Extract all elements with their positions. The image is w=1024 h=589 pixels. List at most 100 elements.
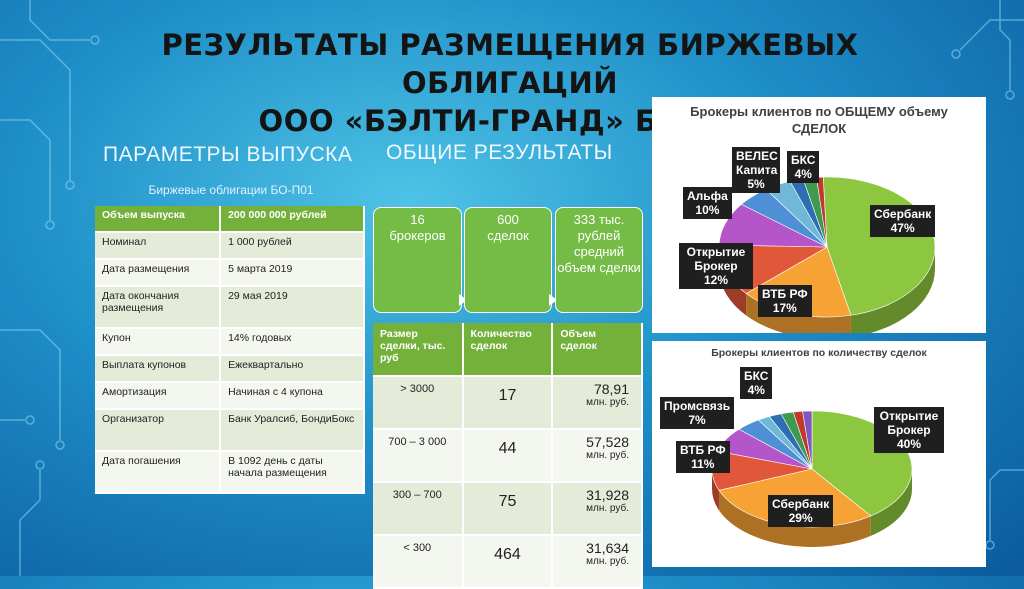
params-row: Дата размещения 5 марта 2019 — [95, 259, 365, 287]
deal-count: 17 — [462, 376, 554, 430]
deals-header-count: Количество сделок — [462, 323, 554, 377]
pie-slice-side — [850, 247, 935, 333]
result-box-text: сделок — [487, 228, 529, 243]
deals-row: > 3000 17 78,91 млн. руб. — [373, 376, 643, 430]
param-name: Дата размещения — [95, 259, 222, 287]
deal-volume-value: 31,634 — [586, 540, 629, 556]
deal-volume-value: 57,528 — [586, 434, 629, 450]
title-line-1: РЕЗУЛЬТАТЫ РАЗМЕЩЕНИЯ БИРЖЕВЫХ ОБЛИГАЦИЙ — [161, 28, 859, 100]
param-value: 29 мая 2019 — [220, 286, 365, 329]
deals-header-size: Размер сделки, тыс. руб — [373, 323, 464, 377]
deals-row: 700 – 3 000 44 57,528 млн. руб. — [373, 429, 643, 483]
params-table: Объем выпуска 200 000 000 рублей Номинал 1 … — [95, 206, 365, 494]
pie-label-name: Альфа — [687, 189, 728, 203]
pie-slice-side — [712, 469, 720, 511]
deal-count: 464 — [462, 535, 554, 589]
pie-label-percent: 17% — [772, 301, 797, 315]
deal-size: < 300 — [373, 535, 464, 589]
params-row: Объем выпуска 200 000 000 рублей — [95, 206, 365, 233]
arrow-icon — [459, 294, 467, 306]
pie-slice-side — [719, 490, 871, 547]
param-value: Начиная с 4 купона — [220, 382, 365, 410]
params-row: Амортизация Начиная с 4 купона — [95, 382, 365, 410]
param-value: 14% годовых — [220, 328, 365, 356]
pie-label-percent: 12% — [703, 273, 729, 287]
pie-data-label: Альфа 10% — [683, 187, 732, 219]
pie-label-name: БКС — [791, 153, 816, 167]
pie-data-label: БКС 4% — [787, 151, 820, 183]
params-row: Дата окончания размещения 29 мая 2019 — [95, 286, 365, 329]
chart-panel-volume: Брокеры клиентов по ОБЩЕМУ объему СДЕЛОК… — [652, 97, 986, 333]
param-name: Объем выпуска — [95, 206, 222, 233]
pie-label-percent: 29% — [788, 511, 813, 525]
deals-header-volume: Объем сделок — [552, 323, 643, 377]
pie-label-percent: 5% — [747, 177, 765, 191]
pie-label-name: Сбербанк — [874, 207, 932, 221]
params-heading: ПАРАМЕТРЫ ВЫПУСКА — [103, 143, 353, 166]
deal-volume: 31,928 млн. руб. — [552, 482, 643, 536]
param-name: Дата погашения — [95, 451, 222, 494]
result-box-avg: 333 тыс. рублей средний объем сделки — [555, 207, 643, 313]
deal-volume-value: 78,91 — [593, 381, 629, 397]
pie-data-label: Открытие Брокер 40% — [874, 407, 944, 453]
pie-label-percent: 7% — [688, 413, 706, 427]
param-name: Выплата купонов — [95, 355, 222, 383]
deal-volume: 57,528 млн. руб. — [552, 429, 643, 483]
pie-label-percent: 4% — [794, 167, 812, 181]
deal-count: 75 — [462, 482, 554, 536]
params-row: Выплата купонов Ежеквартально — [95, 355, 365, 383]
pie-data-label: БКС 4% — [740, 367, 773, 399]
deal-size: 300 – 700 — [373, 482, 464, 536]
chart-title: Брокеры клиентов по количеству сделок — [711, 347, 927, 359]
params-row: Купон 14% годовых — [95, 328, 365, 356]
deal-volume: 78,91 млн. руб. — [552, 376, 643, 430]
param-name: Дата окончания размещения — [95, 286, 222, 329]
pie-data-label: ВТБ РФ 17% — [758, 285, 812, 317]
pie-label-name: Открытие Брокер — [879, 409, 939, 437]
arrow-icon — [549, 294, 557, 306]
pie-label-percent: 4% — [747, 383, 765, 397]
pie-data-label: Сбербанк 29% — [768, 495, 834, 527]
pie-slice — [802, 410, 813, 470]
params-row: Номинал 1 000 рублей — [95, 232, 365, 260]
pie-label-name: БКС — [744, 369, 769, 383]
param-value: 5 марта 2019 — [220, 259, 365, 287]
params-subtitle: Биржевые облигации БО-П01 — [148, 183, 314, 197]
params-row: Дата погашения В 1092 день с даты начала … — [95, 451, 365, 494]
result-box-brokers: 16 брокеров — [373, 207, 462, 313]
pie-label-percent: 10% — [695, 203, 720, 217]
deals-row: < 300 464 31,634 млн. руб. — [373, 535, 643, 589]
chart-panel-count: Брокеры клиентов по количеству сделок От… — [652, 341, 986, 567]
pie-label-name: ВТБ РФ — [680, 443, 726, 457]
pie-data-label: Открытие Брокер 12% — [679, 243, 753, 289]
result-box-value: 600 — [497, 212, 519, 227]
pie-slice-side — [746, 293, 851, 333]
param-value: Ежеквартально — [220, 355, 365, 383]
param-name: Амортизация — [95, 382, 222, 410]
pie-slice-side — [870, 469, 912, 536]
deal-volume: 31,634 млн. руб. — [552, 535, 643, 589]
pie-data-label: ВТБ РФ 11% — [676, 441, 730, 473]
pie-label-name: ВТБ РФ — [762, 287, 808, 301]
deals-table: Размер сделки, тыс. руб Количество сдело… — [373, 323, 643, 589]
param-value: 200 000 000 рублей — [220, 206, 365, 233]
param-name: Номинал — [95, 232, 222, 260]
pie-label-percent: 40% — [896, 437, 922, 451]
param-value: 1 000 рублей — [220, 232, 365, 260]
deal-size: 700 – 3 000 — [373, 429, 464, 483]
chart-title: Брокеры клиентов по ОБЩЕМУ объему СДЕЛОК — [690, 104, 948, 136]
deal-count: 44 — [462, 429, 554, 483]
deal-volume-unit: млн. руб. — [586, 397, 629, 408]
pie-data-label: Сбербанк 47% — [870, 205, 936, 237]
results-heading: ОБЩИЕ РЕЗУЛЬТАТЫ — [386, 141, 613, 164]
pie-label-percent: 47% — [890, 221, 915, 235]
deal-volume-unit: млн. руб. — [586, 450, 629, 461]
param-name: Купон — [95, 328, 222, 356]
param-name: Организатор — [95, 409, 222, 452]
deal-size: > 3000 — [373, 376, 464, 430]
param-value: В 1092 день с даты начала размещения — [220, 451, 365, 494]
pie-label-percent: 11% — [691, 457, 715, 471]
pie-data-label: Промсвязь 7% — [660, 397, 735, 429]
result-box-value: 16 — [410, 212, 425, 227]
param-value: Банк Уралсиб, БондиБокс — [220, 409, 365, 452]
